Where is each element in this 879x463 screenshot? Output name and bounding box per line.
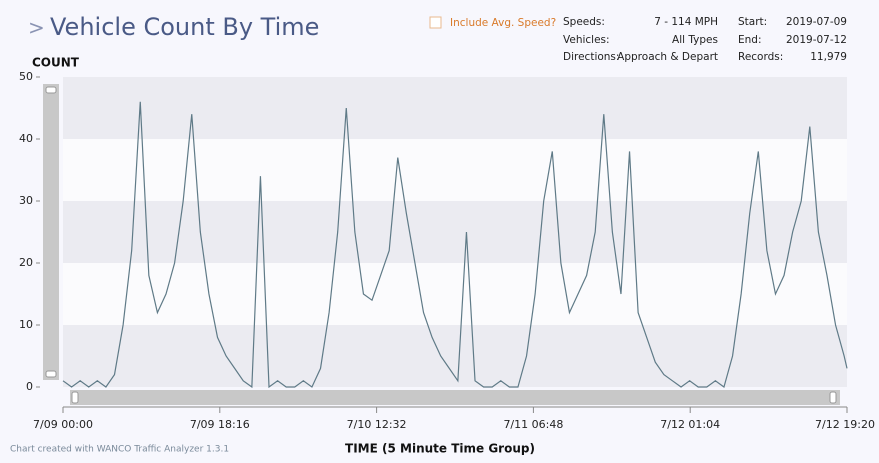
info-value: 2019-07-09	[786, 16, 847, 28]
page-title: Vehicle Count By Time	[50, 13, 319, 41]
x-tick-label: 7/12 19:20	[815, 418, 875, 431]
checkbox[interactable]	[429, 16, 442, 29]
info-label: Speeds:	[563, 16, 605, 28]
info-panel: Speeds: 7 - 114 MPH Start: 2019-07-09 Ve…	[563, 16, 847, 63]
y-axis-title: COUNT	[32, 56, 80, 70]
scroll-track[interactable]	[43, 84, 59, 380]
plot-area: 0 10 20 30 40 50 7/09 00:00 7/09 18:16 7/10 12:3…	[19, 70, 875, 431]
x-tick-label: 7/11 06:48	[503, 418, 563, 431]
scroll-handle[interactable]	[829, 391, 837, 404]
scroll-handle[interactable]	[71, 391, 79, 404]
info-value: 2019-07-12	[786, 34, 847, 46]
grid-band	[63, 139, 847, 201]
chevron[interactable]: >	[28, 16, 45, 40]
y-tick-label: 40	[19, 132, 33, 145]
y-tick-label: 10	[19, 318, 33, 331]
x-tick-label: 7/12 01:04	[660, 418, 720, 431]
info-value: 7 - 114 MPH	[654, 16, 718, 28]
scroll-handle[interactable]	[45, 86, 57, 94]
grid-band	[63, 77, 847, 139]
y-tick-label: 20	[19, 256, 33, 269]
x-tick-label: 7/09 00:00	[33, 418, 93, 431]
y-tick-label: 50	[19, 70, 33, 83]
info-label: Start:	[738, 16, 767, 28]
x-axis-title: TIME (5 Minute Time Group)	[345, 442, 535, 456]
grid-band	[63, 263, 847, 325]
horizontal-scrollbar[interactable]	[70, 390, 840, 405]
info-value: Approach & Depart	[617, 51, 718, 63]
scroll-track[interactable]	[70, 390, 840, 405]
info-value: 11,979	[810, 51, 847, 63]
series-line	[62, 101, 848, 389]
scroll-handle[interactable]	[45, 370, 57, 378]
vertical-scrollbar[interactable]	[43, 84, 59, 380]
footer-note: Chart created with WANCO Traffic Analyze…	[10, 445, 229, 455]
info-label: Vehicles:	[563, 34, 610, 46]
y-tick-label: 0	[26, 380, 33, 393]
info-label: Directions:	[563, 51, 619, 63]
x-tick-label: 7/10 12:32	[347, 418, 407, 431]
info-label: End:	[738, 34, 762, 46]
grid-band	[63, 201, 847, 263]
checkbox-label[interactable]: Include Avg. Speed?	[450, 17, 556, 29]
y-tick-label: 30	[19, 194, 33, 207]
info-label: Records:	[738, 51, 783, 63]
info-value: All Types	[672, 34, 718, 46]
x-tick-label: 7/09 18:16	[190, 418, 250, 431]
